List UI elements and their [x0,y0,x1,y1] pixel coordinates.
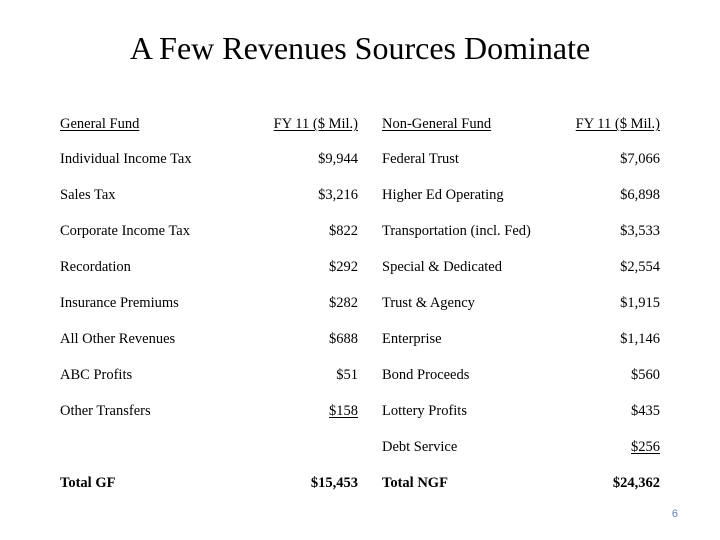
page-number: 6 [671,508,678,520]
gf-row-amount: $292 [329,259,358,275]
gf-row-amount: $51 [336,367,358,383]
ngf-row-amount: $6,898 [620,187,660,203]
ngf-row-amount: $7,066 [620,151,660,167]
ngf-row-amount: $256 [631,439,660,455]
gf-row-amount: $3,216 [318,187,358,203]
ngf-row-name: Special & Dedicated [382,259,502,275]
ngf-row-name: Debt Service [382,439,458,455]
header-gf-amount: FY 11 ($ Mil.) [273,116,358,132]
ngf-row-name: Higher Ed Operating [382,187,504,203]
ngf-row-amount: $435 [631,403,660,419]
gf-row-name: All Other Revenues [60,331,176,347]
ngf-row-amount: $1,146 [620,331,660,347]
total-ngf-amount: $24,362 [612,475,660,491]
ngf-row-amount: $560 [631,367,660,383]
header-general-fund: General Fund [60,116,140,132]
ngf-row-name: Federal Trust [382,151,459,167]
gf-row-name: Corporate Income Tax [60,223,190,239]
page-title: A Few Revenues Sources Dominate [129,30,591,66]
ngf-row-name: Bond Proceeds [382,367,470,383]
gf-row-name: Sales Tax [60,187,116,203]
ngf-row-amount: $2,554 [620,259,660,275]
ngf-row-name: Trust & Agency [382,295,475,311]
ngf-row-name: Lottery Profits [382,403,467,419]
gf-row-name: Insurance Premiums [60,295,179,311]
header-non-general-fund: Non-General Fund [382,116,492,132]
header-ngf-amount: FY 11 ($ Mil.) [575,116,660,132]
gf-row-amount: $282 [329,295,358,311]
gf-row-amount: $688 [329,331,358,347]
gf-row-name: Individual Income Tax [60,151,192,167]
ngf-row-name: Transportation (incl. Fed) [382,223,531,239]
ngf-row-amount: $3,533 [620,223,660,239]
total-ngf-label: Total NGF [382,475,448,491]
gf-row-name: Recordation [60,259,131,275]
ngf-row-name: Enterprise [382,331,442,347]
gf-row-name: Other Transfers [60,403,151,419]
gf-row-amount: $9,944 [318,151,358,167]
gf-row-name: ABC Profits [60,367,133,383]
total-gf-label: Total GF [60,475,116,491]
gf-row-amount: $822 [329,223,358,239]
ngf-row-amount: $1,915 [620,295,660,311]
total-gf-amount: $15,453 [310,475,358,491]
gf-row-amount: $158 [329,403,358,419]
